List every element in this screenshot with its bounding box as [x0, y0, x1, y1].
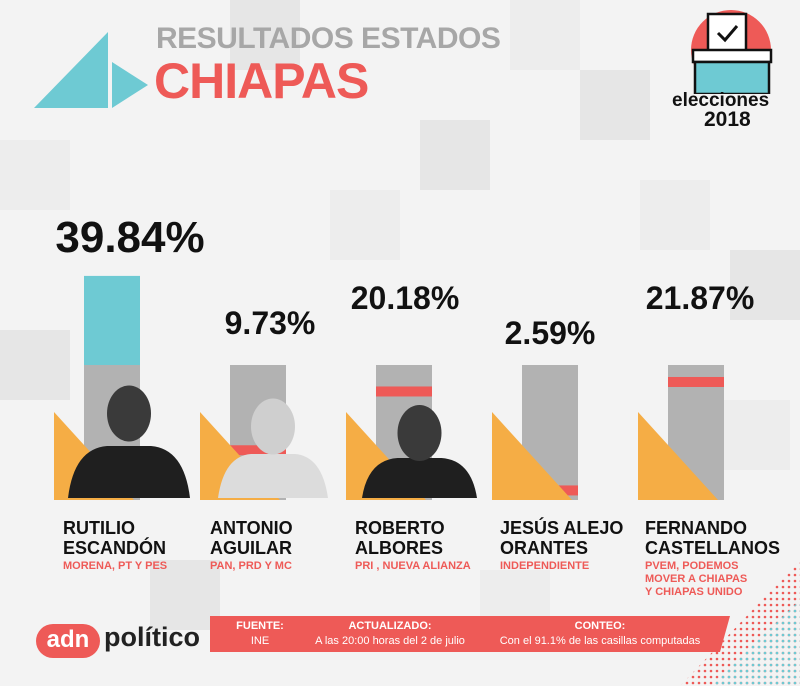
bg-tile [330, 190, 400, 260]
candidate-name-3: ROBERTO ALBORES [355, 518, 445, 558]
bar-value-2 [230, 445, 286, 456]
bg-tile [720, 400, 790, 470]
bar-accent-triangle [492, 412, 572, 500]
footer-conteo-value: Con el 91.1% de las casillas computadas [499, 635, 701, 647]
brand-logo-politico: político [104, 622, 200, 652]
ballot-box-icon [691, 10, 773, 94]
badge-line1: elecciones [672, 90, 770, 111]
footer-actualizado-label: ACTUALIZADO: [348, 620, 432, 632]
pct-label-4: 2.59% [504, 315, 596, 351]
pct-label-2: 9.73% [224, 305, 316, 341]
candidate-photo-body-2 [218, 454, 328, 498]
pct-label-1: 39.84% [55, 213, 205, 262]
bar-value-5 [668, 376, 724, 387]
bg-tile [510, 0, 580, 70]
bg-tile [640, 180, 710, 250]
bar-value-1 [84, 275, 140, 365]
footer-bar-bg [210, 616, 730, 652]
candidate-party-4: INDEPENDIENTE [500, 560, 590, 572]
candidate-photo-head-2 [251, 398, 295, 455]
candidate-name-2: ANTONIO AGUILAR [210, 518, 293, 558]
brand-logo-adn: adn [36, 624, 100, 658]
bg-tile [580, 70, 650, 140]
bg-tile [730, 250, 800, 320]
candidate-party-2: PAN, PRD Y MC [210, 560, 292, 572]
candidate-photo-head-3 [397, 405, 442, 461]
bg-tile [230, 0, 300, 70]
footer-actualizado-value: A las 20:00 horas del 2 de julio [315, 635, 465, 647]
footer-conteo-label: CONTEO: [574, 620, 626, 632]
badge-line2: 2018 [704, 108, 751, 131]
footer-fuente-label: FUENTE: [236, 620, 284, 632]
candidate-party-3: PRI , NUEVA ALIANZA [355, 560, 471, 572]
bg-tile [0, 140, 70, 210]
bg-tile [0, 330, 70, 400]
header-logo-mark [34, 32, 148, 108]
header-state: CHIAPAS [154, 53, 369, 109]
footer-fuente-value: INE [250, 635, 270, 647]
bar-accent-triangle [638, 412, 718, 500]
pct-label-5: 21.87% [645, 280, 755, 316]
candidate-party-1: MORENA, PT Y PES [63, 560, 168, 572]
pct-label-3: 20.18% [350, 280, 460, 316]
candidate-name-1: RUTILIO ESCANDÓN [63, 518, 167, 558]
candidate-photo-body-1 [68, 446, 190, 498]
candidate-party-5: PVEM, PODEMOS MOVER A CHIAPAS Y CHIAPAS … [645, 560, 748, 598]
bg-tile [150, 560, 220, 630]
candidate-name-5: FERNANDO CASTELLANOS [645, 518, 780, 558]
header-kicker: RESULTADOS ESTADOS [156, 22, 501, 55]
candidate-photo-body-3 [362, 458, 477, 498]
corner-pattern [680, 560, 800, 686]
candidate-name-4: JESÚS ALEJO ORANTES [500, 518, 624, 558]
bg-tile [420, 120, 490, 190]
candidate-photo-head-1 [107, 385, 151, 442]
bar-value-3 [376, 386, 432, 397]
